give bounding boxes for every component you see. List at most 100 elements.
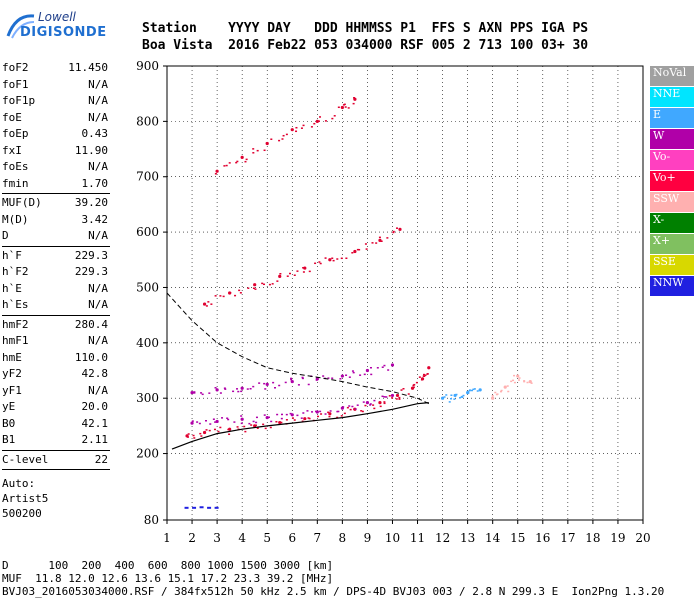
data-point <box>237 390 240 393</box>
param-key: yF2 <box>2 367 22 380</box>
data-point <box>228 433 231 436</box>
param-key: h`Es <box>2 298 29 311</box>
data-point <box>240 415 243 417</box>
logo-mark-icon <box>6 14 35 39</box>
data-point <box>324 120 327 122</box>
data-point <box>285 413 288 416</box>
data-point <box>226 417 229 420</box>
data-point <box>249 387 252 390</box>
data-point <box>263 283 266 286</box>
data-point <box>345 374 348 376</box>
data-point <box>263 414 266 416</box>
param-key: h`F <box>2 248 22 262</box>
data-point <box>331 117 334 120</box>
y-tick-label: 800 <box>136 114 159 128</box>
data-point <box>395 227 398 229</box>
param-value: 42.8 <box>81 367 109 380</box>
param-value: 11.90 <box>74 143 108 157</box>
x-tick-label: 11 <box>410 531 425 545</box>
data-point <box>352 102 355 105</box>
data-point <box>365 368 370 373</box>
data-point <box>478 388 482 392</box>
x-tick-label: 13 <box>460 531 475 545</box>
param-key: hmF1 <box>2 334 29 347</box>
y-tick-label: 600 <box>136 225 159 239</box>
data-point <box>228 427 232 431</box>
data-point <box>235 161 238 164</box>
data-point <box>303 417 307 421</box>
data-point <box>365 248 368 250</box>
data-point <box>361 410 364 413</box>
data-point <box>386 237 389 239</box>
data-point <box>264 388 267 390</box>
autoscaling-line: 500200 <box>2 507 42 520</box>
data-point <box>192 506 197 509</box>
data-point <box>420 377 425 381</box>
data-point <box>311 411 314 413</box>
data-point <box>380 240 383 242</box>
data-point <box>219 426 222 429</box>
param-value: 42.1 <box>81 416 109 430</box>
data-point <box>398 398 401 400</box>
data-point <box>473 388 476 390</box>
x-tick-label: 5 <box>263 531 271 545</box>
data-point <box>450 397 453 400</box>
data-point <box>290 377 293 380</box>
data-point <box>248 422 251 425</box>
param-separator <box>2 314 110 316</box>
data-point <box>221 417 224 419</box>
station-header: Station YYYY DAY DDD HHMMSS P1 FFS S AXN… <box>142 20 588 54</box>
data-point <box>264 427 267 430</box>
y-tick-label: 400 <box>136 336 159 350</box>
footer: D 100 200 400 600 800 1000 1500 3000 [km… <box>2 559 664 598</box>
data-point <box>302 267 305 269</box>
dashed-trace <box>166 292 430 405</box>
data-point <box>268 283 271 286</box>
data-point <box>252 148 255 150</box>
data-point <box>213 428 216 431</box>
param-value: 1.70 <box>81 176 109 190</box>
autoscaling-info: Auto: Artist5 500200 <box>2 476 110 521</box>
data-point <box>354 408 357 410</box>
data-point <box>518 377 521 379</box>
data-point <box>327 411 330 414</box>
data-point <box>245 158 248 161</box>
data-point <box>223 387 226 389</box>
data-point <box>530 382 533 384</box>
data-point <box>370 373 373 376</box>
data-point <box>507 390 510 393</box>
data-point <box>280 421 283 424</box>
data-point <box>445 394 448 396</box>
data-point <box>468 389 471 391</box>
data-point <box>378 236 381 239</box>
param-value: N/A <box>88 94 108 107</box>
param-row: foF2 11.450 <box>2 60 110 77</box>
data-point <box>402 387 405 390</box>
data-point <box>491 396 495 400</box>
data-point <box>320 413 323 415</box>
param-row: h`E N/A <box>2 281 110 298</box>
data-point <box>344 106 347 108</box>
data-point <box>255 416 258 419</box>
param-row: D N/A <box>2 228 110 245</box>
data-point <box>303 266 307 270</box>
param-row: yF1 N/A <box>2 383 110 400</box>
data-point <box>302 124 305 127</box>
data-point <box>331 257 334 260</box>
x-tick-label: 7 <box>313 531 321 545</box>
data-point <box>369 404 372 406</box>
data-point <box>301 420 304 423</box>
param-row: foEp 0.43 <box>2 126 110 143</box>
data-point <box>353 97 356 99</box>
data-point <box>352 371 355 374</box>
data-point <box>513 381 516 384</box>
legend-item: X- <box>650 213 694 233</box>
param-value: 3.42 <box>81 212 109 226</box>
data-point <box>198 422 201 425</box>
data-point <box>351 405 354 408</box>
param-row: C-level 22 <box>2 452 110 469</box>
data-point <box>205 429 208 431</box>
data-point <box>302 271 305 273</box>
data-point <box>388 395 391 397</box>
